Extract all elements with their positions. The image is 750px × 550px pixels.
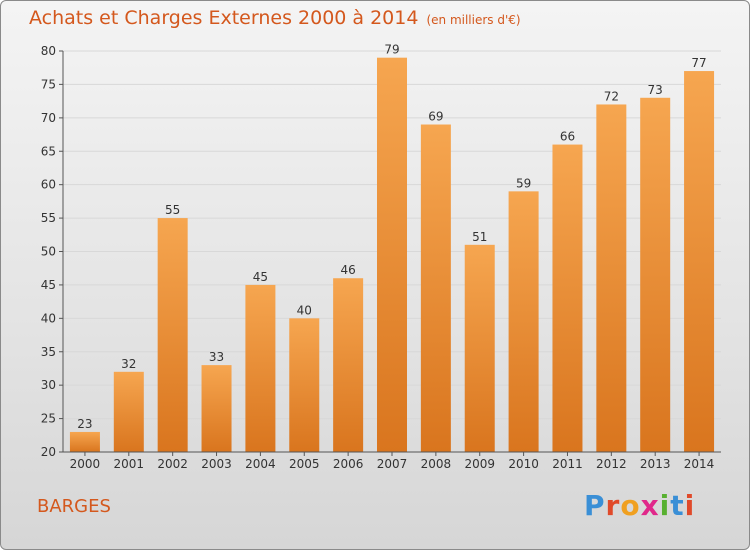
- bar-value-label: 77: [691, 56, 706, 70]
- x-tick-label: 2000: [70, 457, 101, 471]
- chart-unit-note: (en milliers d'€): [426, 13, 521, 27]
- bar-value-label: 69: [428, 110, 443, 124]
- bar-value-label: 23: [77, 417, 92, 431]
- bar-value-label: 73: [648, 83, 663, 97]
- x-tick-label: 2002: [157, 457, 188, 471]
- y-tick-label: 75: [41, 77, 56, 91]
- x-tick-label: 2012: [596, 457, 627, 471]
- x-tick-label: 2005: [289, 457, 320, 471]
- proxiti-logo: Proxiti: [584, 489, 695, 522]
- y-tick-label: 45: [41, 278, 56, 292]
- x-tick-label: 2007: [377, 457, 408, 471]
- y-tick-label: 50: [41, 245, 56, 259]
- bar: [684, 71, 715, 453]
- logo-letter: t: [670, 489, 685, 522]
- bar-value-label: 55: [165, 203, 180, 217]
- bar: [640, 97, 671, 453]
- bar: [508, 191, 539, 452]
- x-tick-label: 2004: [245, 457, 276, 471]
- logo-letter: x: [640, 489, 660, 522]
- x-tick-label: 2011: [552, 457, 583, 471]
- x-tick-label: 2014: [684, 457, 715, 471]
- bar-value-label: 45: [253, 270, 268, 284]
- y-tick-label: 30: [41, 378, 56, 392]
- bar: [596, 104, 627, 452]
- x-tick-label: 2006: [333, 457, 364, 471]
- y-tick-label: 20: [41, 445, 56, 459]
- logo-letter: i: [659, 489, 671, 522]
- y-tick-label: 40: [41, 311, 56, 325]
- bar: [201, 365, 232, 452]
- bar: [157, 218, 188, 452]
- x-tick-label: 2008: [421, 457, 452, 471]
- bar-value-label: 33: [209, 350, 224, 364]
- logo-letter: o: [620, 489, 641, 522]
- y-tick-label: 25: [41, 412, 56, 426]
- y-tick-label: 70: [41, 111, 56, 125]
- logo-letter: P: [584, 489, 606, 522]
- bar-value-label: 40: [297, 303, 312, 317]
- x-tick-label: 2001: [114, 457, 145, 471]
- bar-value-label: 72: [604, 89, 619, 103]
- bar-value-label: 32: [121, 357, 136, 371]
- y-tick-label: 60: [41, 178, 56, 192]
- bar-layer: 23 32 55 33 45 40 46 79 69 51 59 66 72 73 77: [69, 43, 715, 453]
- logo-letter: r: [605, 489, 621, 522]
- bar: [464, 244, 495, 452]
- bar: [113, 371, 144, 452]
- bar-value-label: 46: [340, 263, 355, 277]
- bar-value-label: 51: [472, 230, 487, 244]
- logo-letter: i: [684, 489, 696, 522]
- bar: [245, 284, 276, 452]
- y-tick-label: 35: [41, 345, 56, 359]
- bar: [420, 124, 451, 453]
- x-tick-label: 2013: [640, 457, 671, 471]
- chart-title-text: Achats et Charges Externes 2000 à 2014: [29, 7, 419, 29]
- chart-title: Achats et Charges Externes 2000 à 2014 (e…: [29, 7, 521, 29]
- y-tick-label: 80: [41, 44, 56, 58]
- bar: [333, 278, 364, 452]
- y-tick-label: 55: [41, 211, 56, 225]
- bar: [377, 57, 407, 452]
- bar: [552, 144, 583, 453]
- commune-name: BARGES: [37, 496, 111, 517]
- bar-value-label: 66: [560, 130, 575, 144]
- bar-value-label: 59: [516, 176, 531, 190]
- y-tick-label: 65: [41, 144, 56, 158]
- x-tick-label: 2009: [464, 457, 495, 471]
- x-tick-label: 2010: [508, 457, 539, 471]
- x-tick-label: 2003: [201, 457, 232, 471]
- bar-value-label: 79: [384, 43, 399, 57]
- bar: [69, 431, 100, 452]
- bar: [289, 318, 320, 452]
- axis-layer: 20 25 30 35 40 45 50 55 60 65 70 75 80 2000 2001 2002 20…: [41, 44, 721, 471]
